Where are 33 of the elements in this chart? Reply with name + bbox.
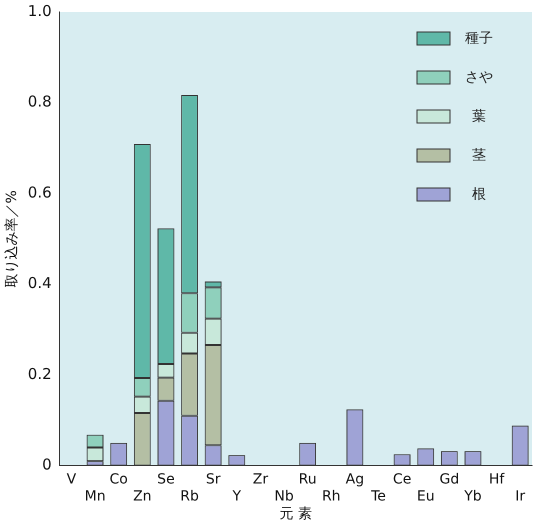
x-tick-label: Sr [206, 472, 221, 488]
x-tick-label: Y [232, 488, 242, 504]
x-tick-label: Zr [252, 472, 268, 488]
x-tick-label: Yb [463, 488, 482, 504]
y-tick-label: 0 [42, 455, 52, 474]
x-tick-label: Nb [274, 488, 294, 504]
y-tick-label: 0.6 [28, 183, 52, 202]
x-tick-label: Ir [515, 488, 526, 504]
x-tick-label: Ag [346, 472, 364, 488]
y-axis-title: 取り込み率／% [4, 190, 20, 288]
x-tick-label: Hf [488, 472, 506, 488]
x-tick-label: Te [370, 488, 386, 504]
x-tick-label: Mn [84, 488, 106, 504]
y-tick-label: 0.8 [28, 92, 52, 111]
x-tick-label: Zn [133, 488, 152, 504]
y-tick-label: 0.2 [28, 364, 52, 383]
x-tick-label: Ce [392, 472, 412, 488]
legend-label: 葉 [472, 108, 486, 125]
legend-label: 種子 [465, 30, 493, 47]
x-tick-label: Eu [416, 488, 435, 504]
y-tick-label: 0.4 [28, 274, 52, 292]
x-tick-label: Rh [322, 488, 341, 504]
legend-label: さや [465, 70, 493, 86]
y-tick-label: 1.0 [28, 2, 52, 20]
x-tick-label: Se [157, 472, 175, 488]
x-tick-label: Ru [298, 472, 317, 488]
legend-label: 茎 [472, 148, 486, 164]
legend-label: 根 [472, 186, 486, 203]
x-tick-label: Rb [180, 488, 199, 504]
x-tick-label: V [66, 472, 77, 488]
x-axis-title: 元 素 [280, 506, 312, 522]
x-tick-label: Gd [439, 472, 460, 488]
x-tick-label: Co [110, 472, 128, 488]
